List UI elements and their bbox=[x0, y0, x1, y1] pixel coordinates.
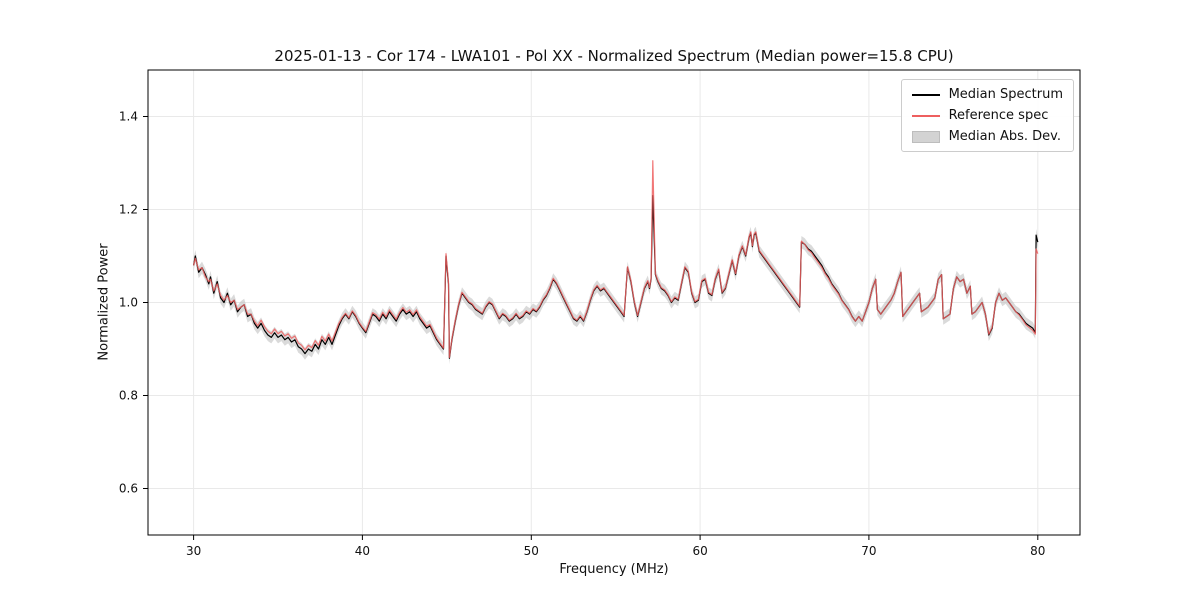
svg-text:0.8: 0.8 bbox=[119, 389, 138, 403]
y-axis-label: Normalized Power bbox=[96, 243, 112, 361]
x-axis-label: Frequency (MHz) bbox=[559, 562, 669, 577]
legend-item-median-abs-dev: Median Abs. Dev. bbox=[911, 129, 1063, 144]
svg-text:80: 80 bbox=[1030, 544, 1045, 558]
legend-item-reference-spec: Reference spec bbox=[911, 108, 1063, 123]
svg-text:30: 30 bbox=[186, 544, 201, 558]
legend-label-median-abs-dev: Median Abs. Dev. bbox=[948, 129, 1062, 144]
legend-label-median-spectrum: Median Spectrum bbox=[948, 87, 1063, 102]
svg-text:1.0: 1.0 bbox=[119, 296, 138, 310]
svg-text:1.2: 1.2 bbox=[119, 203, 138, 217]
svg-text:0.6: 0.6 bbox=[119, 482, 138, 496]
svg-text:1.4: 1.4 bbox=[119, 110, 138, 124]
svg-text:60: 60 bbox=[692, 544, 707, 558]
legend-item-median-spectrum: Median Spectrum bbox=[911, 87, 1063, 102]
median-abs-dev-band-swatch bbox=[911, 130, 940, 143]
svg-text:40: 40 bbox=[355, 544, 370, 558]
svg-text:50: 50 bbox=[524, 544, 539, 558]
chart-title: 2025-01-13 - Cor 174 - LWA101 - Pol XX -… bbox=[274, 47, 954, 65]
svg-text:70: 70 bbox=[861, 544, 876, 558]
median-spectrum-line-swatch bbox=[911, 93, 940, 96]
legend-label-reference-spec: Reference spec bbox=[948, 108, 1049, 123]
legend: Median Spectrum Reference spec Median Ab… bbox=[900, 79, 1074, 152]
reference-spec-line-swatch bbox=[911, 114, 940, 117]
